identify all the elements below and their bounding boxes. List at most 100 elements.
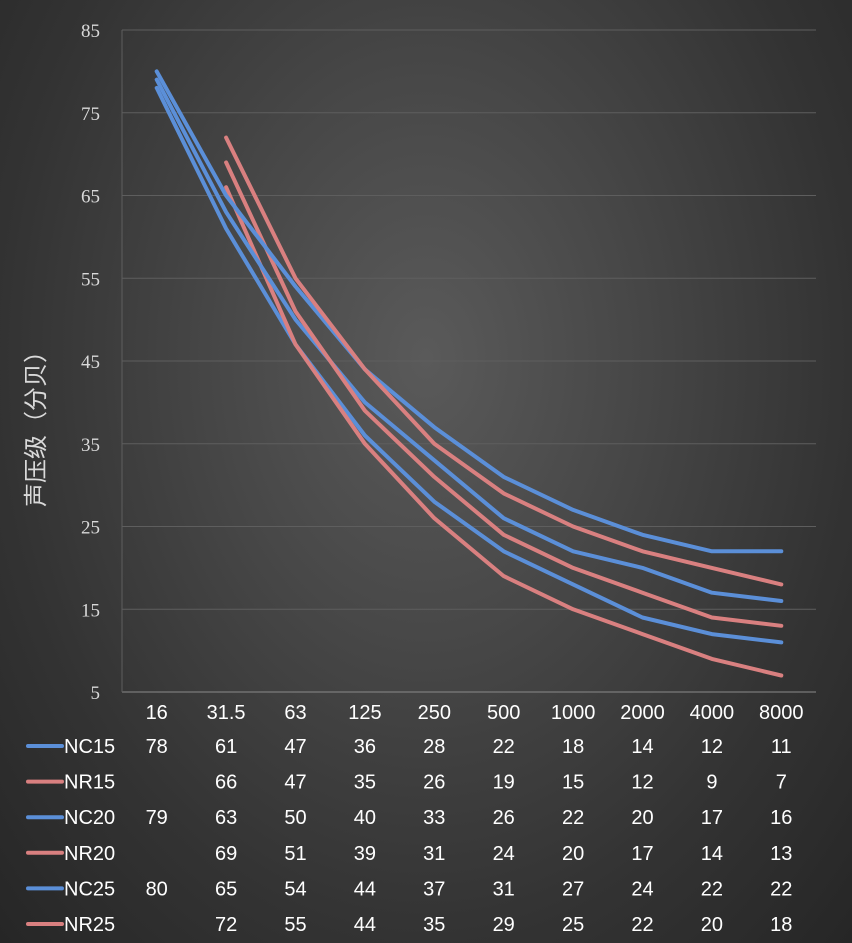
y-tick-label: 45 [81,352,100,373]
series-line-nc25 [154,69,784,554]
x-axis-categories: 16 31.5 63 125 250 500 1000 2000 4000 8000 [146,702,804,724]
y-tick-label: 75 [81,104,100,125]
data-table: NC15 78 61 47 36 28 22 18 14 12 11 NR15 66 47 35 26 19 15… [26,736,792,936]
series-line-nr15 [224,185,784,678]
data-label: 18 [770,914,792,936]
data-label: 16 [770,807,792,829]
legend-label: NC20 [64,807,115,829]
data-label: 40 [354,807,376,829]
y-tick-label: 85 [81,21,100,42]
x-category-label: 4000 [690,702,735,724]
series-line-nc20 [154,77,784,603]
data-label: 14 [701,843,723,865]
data-label: 27 [562,878,584,900]
data-label: 11 [771,736,792,758]
data-label: 20 [562,843,584,865]
y-tick-label: 5 [91,683,101,704]
y-tick-label: 35 [81,435,100,456]
table-row: NR20 69 51 39 31 24 20 17 14 13 [26,843,792,865]
legend-label: NR20 [64,843,115,865]
x-category-label: 500 [487,702,520,724]
data-label: 18 [562,736,584,758]
table-row: NC20 79 63 50 40 33 26 22 20 17 16 [26,807,792,829]
table-row: NR15 66 47 35 26 19 15 12 9 7 [26,772,787,794]
data-label: 44 [354,878,376,900]
x-category-label: 16 [146,702,168,724]
data-label: 33 [423,807,445,829]
legend-label: NR15 [64,772,115,794]
data-label: 22 [493,736,515,758]
data-label: 66 [215,772,237,794]
data-label: 15 [562,772,584,794]
table-row: NC15 78 61 47 36 28 22 18 14 12 11 [26,736,792,758]
data-label: 80 [146,878,168,900]
data-label: 19 [493,772,515,794]
data-label: 14 [631,736,653,758]
x-category-label: 31.5 [207,702,246,724]
data-label: 20 [631,807,653,829]
data-label: 26 [423,772,445,794]
data-label: 17 [701,807,723,829]
data-label: 39 [354,843,376,865]
data-label: 31 [423,843,445,865]
grid [121,29,816,693]
data-label: 35 [354,772,376,794]
data-label: 12 [631,772,653,794]
data-label: 9 [706,772,717,794]
data-label: 13 [770,843,792,865]
legend-label: NR25 [64,914,115,936]
data-label: 50 [284,807,306,829]
y-tick-label: 65 [81,187,100,208]
data-label: 63 [215,807,237,829]
table-row: NR25 72 55 44 35 29 25 22 20 18 [26,914,792,936]
data-label: 26 [493,807,515,829]
data-label: 22 [631,914,653,936]
data-label: 37 [423,878,445,900]
data-label: 20 [701,914,723,936]
data-label: 47 [284,736,306,758]
data-label: 12 [701,736,723,758]
x-category-label: 1000 [551,702,596,724]
series-lines [154,69,784,678]
data-label: 22 [562,807,584,829]
data-label: 24 [493,843,515,865]
data-label: 36 [354,736,376,758]
series-line-nc15 [154,85,784,645]
legend-label: NC15 [64,736,115,758]
data-label: 61 [215,736,237,758]
data-label: 47 [284,772,306,794]
data-label: 29 [493,914,515,936]
data-label: 78 [146,736,168,758]
data-label: 31 [493,878,515,900]
x-category-label: 125 [348,702,381,724]
x-category-label: 8000 [759,702,804,724]
series-line-nr20 [224,160,784,628]
table-row: NC25 80 65 54 44 37 31 27 24 22 22 [26,878,792,900]
x-category-label: 250 [418,702,451,724]
data-label: 69 [215,843,237,865]
data-label: 54 [284,878,306,900]
data-label: 24 [631,878,653,900]
y-axis-ticks: 5 15 25 35 45 55 65 75 85 [81,21,100,704]
data-label: 22 [701,878,723,900]
x-category-label: 2000 [620,702,665,724]
data-label: 51 [284,843,306,865]
data-label: 25 [562,914,584,936]
y-tick-label: 25 [81,518,100,539]
data-label: 79 [146,807,168,829]
data-label: 65 [215,878,237,900]
data-label: 72 [215,914,237,936]
data-label: 7 [776,772,787,794]
data-label: 35 [423,914,445,936]
data-label: 28 [423,736,445,758]
data-label: 44 [354,914,376,936]
data-label: 55 [284,914,306,936]
y-tick-label: 15 [81,600,100,621]
data-label: 17 [631,843,653,865]
x-category-label: 63 [284,702,306,724]
y-axis-label: 声压级（分贝） [22,339,50,507]
series-line-nr25 [224,135,784,587]
y-tick-label: 55 [81,269,100,290]
data-label: 22 [770,878,792,900]
